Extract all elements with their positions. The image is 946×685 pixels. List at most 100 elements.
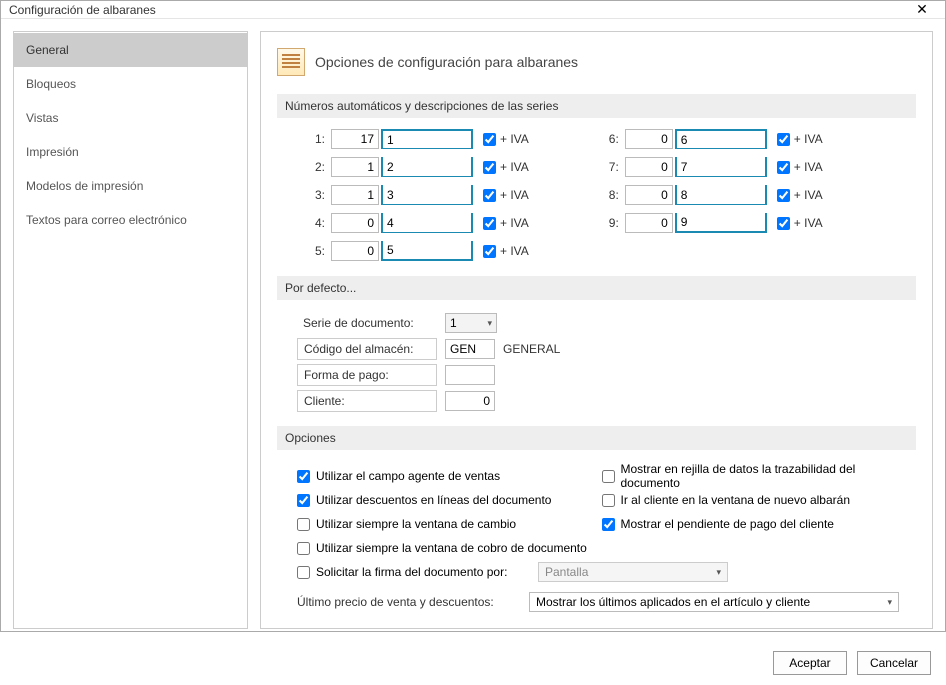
option-checkbox[interactable] bbox=[297, 542, 310, 555]
iva-label: + IVA bbox=[794, 216, 823, 230]
series-index: 6: bbox=[599, 132, 619, 146]
iva-checkbox[interactable] bbox=[483, 189, 496, 202]
series-col-right: 6:+ IVA7:+ IVA8:+ IVA9:+ IVA bbox=[599, 128, 823, 262]
series-index: 4: bbox=[305, 216, 325, 230]
close-icon[interactable]: ✕ bbox=[907, 1, 937, 18]
series-row: 2: + IVA bbox=[305, 156, 529, 178]
series-index: 3: bbox=[305, 188, 325, 202]
series-desc-input[interactable] bbox=[381, 213, 473, 233]
options-left-col: Utilizar el campo agente de ventas Utiliz… bbox=[297, 466, 602, 558]
sidebar-item-3[interactable]: Impresión bbox=[14, 135, 247, 169]
sidebar-item-0[interactable]: General bbox=[14, 33, 247, 67]
series-desc-input[interactable] bbox=[675, 129, 767, 149]
sidebar-item-4[interactable]: Modelos de impresión bbox=[14, 169, 247, 203]
series-desc-input[interactable] bbox=[675, 213, 767, 233]
option-checkbox[interactable] bbox=[297, 470, 310, 483]
series-desc-input[interactable] bbox=[675, 157, 767, 177]
almacen-code-input[interactable] bbox=[445, 339, 495, 359]
series-index: 9: bbox=[599, 216, 619, 230]
option-row: Utilizar descuentos en líneas del docume… bbox=[297, 490, 602, 510]
iva-label: + IVA bbox=[500, 160, 529, 174]
series-row: 9: + IVA bbox=[599, 212, 823, 234]
precio-label: Último precio de venta y descuentos: bbox=[297, 595, 519, 609]
iva-checkbox[interactable] bbox=[483, 161, 496, 174]
serie-select[interactable]: 1 ▾ bbox=[445, 313, 497, 333]
firma-value: Pantalla bbox=[545, 565, 588, 579]
series-desc-input[interactable] bbox=[675, 185, 767, 205]
series-number-input[interactable] bbox=[625, 157, 673, 177]
titlebar: Configuración de albaranes ✕ bbox=[1, 1, 945, 19]
series-index: 5: bbox=[305, 244, 325, 258]
series-row: 8:+ IVA bbox=[599, 184, 823, 206]
series-number-input[interactable] bbox=[625, 185, 673, 205]
sidebar-item-2[interactable]: Vistas bbox=[14, 101, 247, 135]
iva-checkbox[interactable] bbox=[483, 133, 496, 146]
series-row: 1:+ IVA bbox=[305, 128, 529, 150]
almacen-name: GENERAL bbox=[503, 342, 560, 356]
iva-label: + IVA bbox=[500, 132, 529, 146]
iva-checkbox[interactable] bbox=[777, 189, 790, 202]
document-icon bbox=[277, 48, 305, 76]
iva-checkbox[interactable] bbox=[777, 217, 790, 230]
series-row: 6:+ IVA bbox=[599, 128, 823, 150]
pago-label[interactable]: Forma de pago: bbox=[297, 364, 437, 386]
iva-checkbox[interactable] bbox=[777, 133, 790, 146]
option-label: Utilizar el campo agente de ventas bbox=[316, 469, 500, 483]
series-index: 7: bbox=[599, 160, 619, 174]
body: GeneralBloqueosVistasImpresiónModelos de… bbox=[1, 19, 945, 641]
series-number-input[interactable] bbox=[625, 213, 673, 233]
precio-select[interactable]: Mostrar los últimos aplicados en el artí… bbox=[529, 592, 899, 612]
ok-button[interactable]: Aceptar bbox=[773, 651, 847, 675]
iva-label: + IVA bbox=[794, 188, 823, 202]
cliente-input[interactable] bbox=[445, 391, 495, 411]
panel-header: Opciones de configuración para albaranes bbox=[277, 44, 916, 80]
series-desc-input[interactable] bbox=[381, 241, 473, 261]
firma-checkbox[interactable] bbox=[297, 566, 310, 579]
iva-checkbox[interactable] bbox=[483, 217, 496, 230]
cliente-label[interactable]: Cliente: bbox=[297, 390, 437, 412]
series-number-input[interactable] bbox=[331, 157, 379, 177]
defaults-section-head: Por defecto... bbox=[277, 276, 916, 300]
dialog-window: Configuración de albaranes ✕ GeneralBloq… bbox=[0, 0, 946, 632]
option-checkbox[interactable] bbox=[602, 470, 615, 483]
series-number-input[interactable] bbox=[331, 213, 379, 233]
option-row: Mostrar en rejilla de datos la trazabili… bbox=[602, 466, 907, 486]
series-desc-input[interactable] bbox=[381, 129, 473, 149]
series-number-input[interactable] bbox=[331, 129, 379, 149]
option-checkbox[interactable] bbox=[602, 518, 615, 531]
series-number-input[interactable] bbox=[625, 129, 673, 149]
cancel-button[interactable]: Cancelar bbox=[857, 651, 931, 675]
series-row: 7:+ IVA bbox=[599, 156, 823, 178]
chevron-down-icon: ▾ bbox=[716, 567, 721, 578]
sidebar-item-5[interactable]: Textos para correo electrónico bbox=[14, 203, 247, 237]
options-section-head: Opciones bbox=[277, 426, 916, 450]
series-number-input[interactable] bbox=[331, 185, 379, 205]
series-desc-input[interactable] bbox=[381, 157, 473, 177]
options-block: Utilizar el campo agente de ventas Utiliz… bbox=[277, 460, 916, 616]
series-row: 4:+ IVA bbox=[305, 212, 529, 234]
pago-input[interactable] bbox=[445, 365, 495, 385]
option-row: Ir al cliente en la ventana de nuevo alb… bbox=[602, 490, 907, 510]
main-panel: Opciones de configuración para albaranes… bbox=[260, 31, 933, 629]
option-label: Ir al cliente en la ventana de nuevo alb… bbox=[621, 493, 851, 507]
series-desc-input[interactable] bbox=[381, 185, 473, 205]
sidebar-item-1[interactable]: Bloqueos bbox=[14, 67, 247, 101]
series-index: 2: bbox=[305, 160, 325, 174]
option-row: Utilizar siempre la ventana de cambio bbox=[297, 514, 602, 534]
iva-label: + IVA bbox=[500, 244, 529, 258]
iva-checkbox[interactable] bbox=[777, 161, 790, 174]
option-checkbox[interactable] bbox=[297, 518, 310, 531]
option-checkbox[interactable] bbox=[602, 494, 615, 507]
option-row: Utilizar siempre la ventana de cobro de … bbox=[297, 538, 602, 558]
firma-select[interactable]: Pantalla ▾ bbox=[538, 562, 728, 582]
almacen-label[interactable]: Código del almacén: bbox=[297, 338, 437, 360]
option-label: Mostrar en rejilla de datos la trazabili… bbox=[621, 462, 907, 490]
iva-checkbox[interactable] bbox=[483, 245, 496, 258]
series-row: 3:+ IVA bbox=[305, 184, 529, 206]
option-row: Utilizar el campo agente de ventas bbox=[297, 466, 602, 486]
button-bar: Aceptar Cancelar bbox=[1, 641, 945, 685]
firma-label: Solicitar la firma del documento por: bbox=[316, 565, 532, 579]
option-checkbox[interactable] bbox=[297, 494, 310, 507]
series-section-head: Números automáticos y descripciones de l… bbox=[277, 94, 916, 118]
series-number-input[interactable] bbox=[331, 241, 379, 261]
